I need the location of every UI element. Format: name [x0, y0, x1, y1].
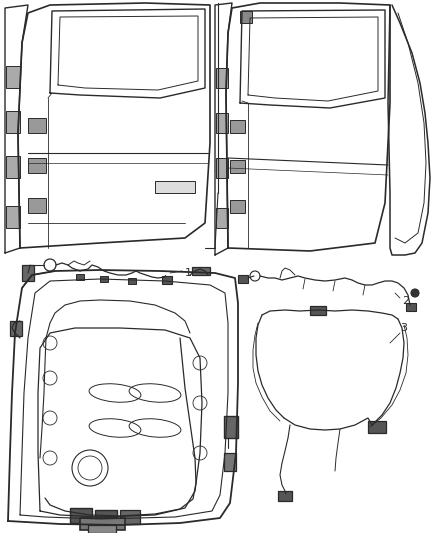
Bar: [240, 11, 252, 23]
Bar: [192, 267, 210, 275]
Bar: [230, 120, 245, 133]
Bar: [216, 68, 228, 88]
Bar: [10, 321, 22, 336]
Bar: [224, 416, 238, 438]
Bar: [6, 66, 20, 88]
Bar: [28, 198, 46, 213]
Bar: [155, 181, 195, 193]
Text: 2: 2: [402, 296, 409, 306]
Bar: [28, 118, 46, 133]
Circle shape: [411, 289, 419, 297]
Bar: [88, 525, 116, 533]
Bar: [28, 158, 46, 173]
Text: 3: 3: [400, 323, 407, 333]
Bar: [100, 276, 108, 282]
Bar: [310, 306, 326, 315]
Bar: [70, 508, 92, 523]
Bar: [216, 158, 228, 178]
Bar: [368, 421, 386, 433]
Bar: [406, 303, 416, 311]
Bar: [76, 274, 84, 280]
Bar: [80, 518, 125, 530]
Bar: [230, 200, 245, 213]
Bar: [6, 111, 20, 133]
Bar: [224, 453, 236, 471]
Bar: [22, 265, 34, 281]
Bar: [278, 491, 292, 501]
Bar: [128, 278, 136, 284]
Bar: [230, 160, 245, 173]
Bar: [238, 275, 248, 283]
Bar: [216, 113, 228, 133]
Bar: [216, 208, 228, 228]
Bar: [95, 510, 117, 525]
Bar: [6, 156, 20, 178]
Text: 1: 1: [185, 268, 192, 278]
Bar: [120, 510, 140, 524]
Bar: [162, 276, 172, 284]
Bar: [6, 206, 20, 228]
